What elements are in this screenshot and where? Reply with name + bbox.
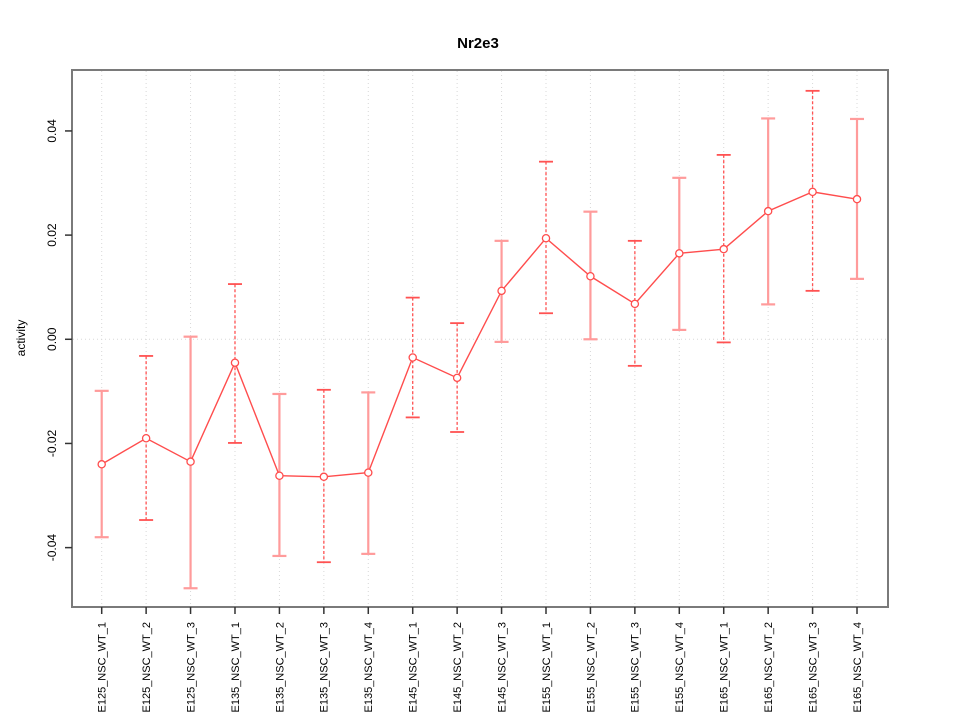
data-point-circle — [408, 353, 417, 362]
x-tick-label: E165_NSC_WT_1 — [719, 622, 731, 713]
data-point-circle — [630, 299, 640, 309]
x-tick-label: E145_NSC_WT_2 — [452, 622, 464, 713]
data-point-circle — [541, 233, 551, 243]
error-bar — [139, 355, 154, 521]
y-tick-label: -0.02 — [45, 429, 59, 457]
data-point-circle — [364, 468, 373, 477]
series-line — [101, 191, 858, 478]
y-tick-label: 0.04 — [45, 119, 59, 143]
x-tick-label: E165_NSC_WT_2 — [763, 622, 775, 713]
x-tick-label: E135_NSC_WT_3 — [319, 622, 331, 713]
x-tick-label: E155_NSC_WT_4 — [674, 622, 686, 713]
grid-layer — [73, 71, 887, 606]
data-point-circle — [497, 286, 506, 296]
x-tick-label: E135_NSC_WT_1 — [230, 622, 242, 713]
x-tick-label: E155_NSC_WT_1 — [541, 622, 553, 713]
y-tick-label: -0.04 — [45, 534, 59, 562]
data-point-circle — [186, 457, 195, 466]
data-point-circle — [808, 187, 817, 197]
x-tick-label: E125_NSC_WT_3 — [185, 622, 197, 713]
x-tick-label: E165_NSC_WT_3 — [807, 622, 819, 713]
y-axis-title: activity — [14, 320, 28, 357]
x-tick-label: E145_NSC_WT_3 — [496, 622, 508, 713]
data-point-circle — [586, 272, 595, 281]
data-layer — [94, 89, 865, 590]
data-point-circle — [763, 206, 773, 216]
data-point-circle — [97, 460, 106, 469]
chart-title: Nr2e3 — [457, 35, 499, 52]
frame-layer — [71, 69, 889, 608]
data-point-circle — [675, 249, 684, 258]
x-tick-label: E135_NSC_WT_2 — [274, 622, 286, 713]
data-point-circle — [230, 358, 240, 367]
data-point-circle — [275, 471, 284, 480]
axis-layer: 0.04 0.02 0.00 -0.02 -0.04 E125_NSC_WT_1 E125_… — [45, 119, 864, 713]
x-tick-label: E125_NSC_WT_2 — [141, 622, 153, 713]
error-bar — [316, 388, 331, 564]
data-point-circle — [719, 244, 728, 254]
data-point-circle — [852, 194, 862, 204]
x-tick-label: E155_NSC_WT_2 — [585, 622, 597, 713]
data-point-circle — [452, 373, 462, 383]
x-tick-label: E155_NSC_WT_3 — [630, 622, 642, 713]
x-tick-label: E125_NSC_WT_1 — [97, 622, 109, 713]
x-tick-label: E135_NSC_WT_4 — [363, 622, 375, 713]
data-point-circle — [141, 433, 151, 443]
data-point-circle — [319, 472, 329, 482]
x-tick-label: E165_NSC_WT_4 — [852, 622, 864, 713]
x-tick-label: E145_NSC_WT_1 — [408, 622, 420, 713]
plot-frame — [71, 69, 889, 608]
y-tick-label: 0.02 — [45, 223, 59, 247]
y-tick-label: 0.00 — [45, 327, 59, 351]
